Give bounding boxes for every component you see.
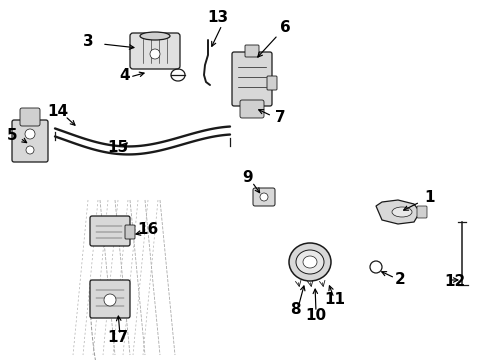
FancyBboxPatch shape (130, 33, 180, 69)
Text: 8: 8 (290, 302, 300, 318)
FancyBboxPatch shape (245, 45, 259, 57)
Text: 11: 11 (324, 292, 345, 307)
FancyBboxPatch shape (253, 188, 275, 206)
FancyBboxPatch shape (90, 280, 130, 318)
FancyBboxPatch shape (267, 76, 277, 90)
Ellipse shape (289, 243, 331, 281)
FancyBboxPatch shape (12, 120, 48, 162)
Text: 13: 13 (207, 10, 228, 26)
Text: 3: 3 (83, 35, 93, 49)
FancyBboxPatch shape (232, 52, 272, 106)
Text: 14: 14 (48, 104, 69, 120)
Circle shape (150, 49, 160, 59)
Text: 5: 5 (7, 127, 17, 143)
Circle shape (26, 146, 34, 154)
FancyBboxPatch shape (417, 206, 427, 218)
Circle shape (260, 193, 268, 201)
Circle shape (104, 294, 116, 306)
Text: 16: 16 (137, 222, 159, 238)
Text: 12: 12 (444, 274, 466, 289)
FancyBboxPatch shape (20, 108, 40, 126)
Text: 10: 10 (305, 307, 326, 323)
Ellipse shape (303, 256, 317, 268)
Ellipse shape (296, 250, 324, 274)
FancyBboxPatch shape (125, 225, 135, 239)
FancyBboxPatch shape (240, 100, 264, 118)
Ellipse shape (392, 207, 412, 217)
FancyBboxPatch shape (90, 216, 130, 246)
Text: 7: 7 (275, 111, 285, 126)
Text: 15: 15 (107, 140, 128, 156)
Text: 2: 2 (394, 273, 405, 288)
Text: 9: 9 (243, 171, 253, 185)
Circle shape (25, 129, 35, 139)
Text: 6: 6 (280, 21, 291, 36)
Text: 17: 17 (107, 330, 128, 346)
Text: 4: 4 (120, 68, 130, 82)
Text: 1: 1 (425, 190, 435, 206)
Polygon shape (376, 200, 420, 224)
Ellipse shape (140, 32, 170, 40)
